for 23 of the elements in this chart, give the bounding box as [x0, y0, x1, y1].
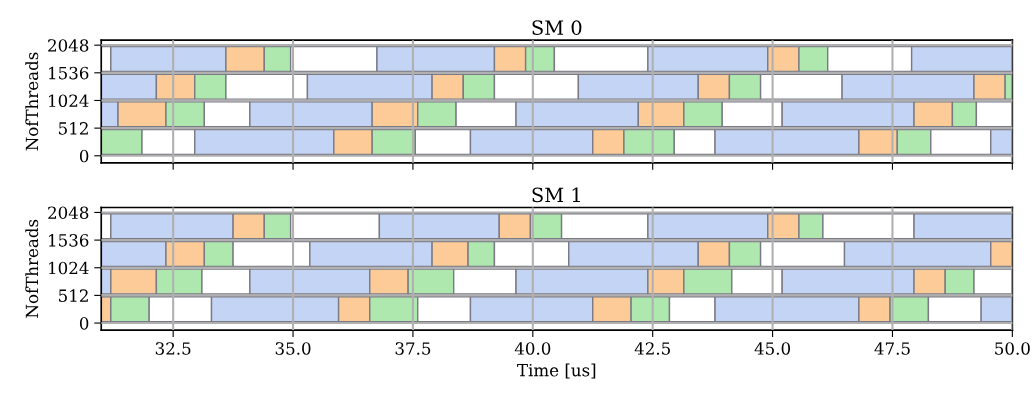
x-tick-label: 40.0: [514, 342, 551, 355]
chart-title: SM 0: [532, 20, 582, 35]
y-tick-label: 1024: [49, 94, 89, 108]
y-axis-title: NofThreads: [25, 219, 39, 318]
y-tick-label: 1536: [49, 66, 89, 80]
y-axis-title: NofThreads: [25, 52, 39, 151]
y-tick-label: 0: [79, 149, 89, 163]
x-tick-label: 42.5: [634, 342, 670, 355]
y-tick-label: 512: [59, 122, 88, 135]
y-tick-label: 2048: [48, 39, 89, 52]
y-tick-label: 1536: [49, 234, 89, 247]
y-tick-label: 1024: [49, 261, 89, 275]
x-tick-label: 35.0: [275, 342, 311, 355]
x-tick-label: 32.5: [155, 342, 191, 355]
y-tick-label: 512: [59, 289, 88, 302]
y-tick-label: 2048: [48, 206, 89, 219]
x-tick-label: 45.0: [754, 342, 791, 355]
x-tick-label: 37.5: [395, 342, 431, 355]
x-axis-title: Time [us]: [517, 363, 596, 379]
y-tick-label: 0: [79, 317, 89, 330]
x-tick-label: 50.0: [995, 342, 1030, 355]
chart-title: SM 1: [532, 187, 580, 203]
x-tick-label: 47.5: [874, 342, 910, 355]
